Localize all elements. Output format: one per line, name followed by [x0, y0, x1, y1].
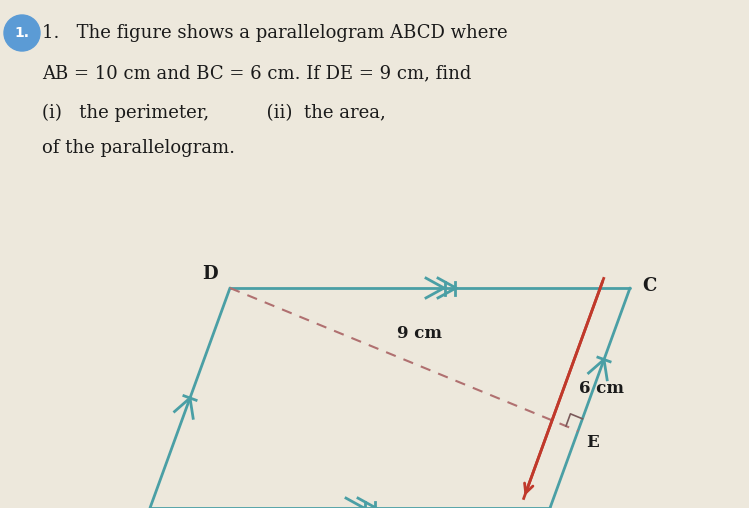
Text: (i)   the perimeter,          (ii)  the area,: (i) the perimeter, (ii) the area,: [42, 104, 386, 122]
Text: AB = 10 cm and BC = 6 cm. If DE = 9 cm, find: AB = 10 cm and BC = 6 cm. If DE = 9 cm, …: [42, 64, 471, 82]
Text: C: C: [642, 277, 656, 295]
Text: 1.   The figure shows a parallelogram ABCD where: 1. The figure shows a parallelogram ABCD…: [42, 24, 508, 42]
Text: 9 cm: 9 cm: [396, 325, 441, 341]
Circle shape: [4, 15, 40, 51]
Text: D: D: [202, 265, 218, 283]
Text: 1.: 1.: [14, 26, 29, 40]
Text: 6 cm: 6 cm: [579, 380, 624, 397]
Text: E: E: [586, 434, 598, 451]
Text: of the parallelogram.: of the parallelogram.: [42, 139, 235, 157]
